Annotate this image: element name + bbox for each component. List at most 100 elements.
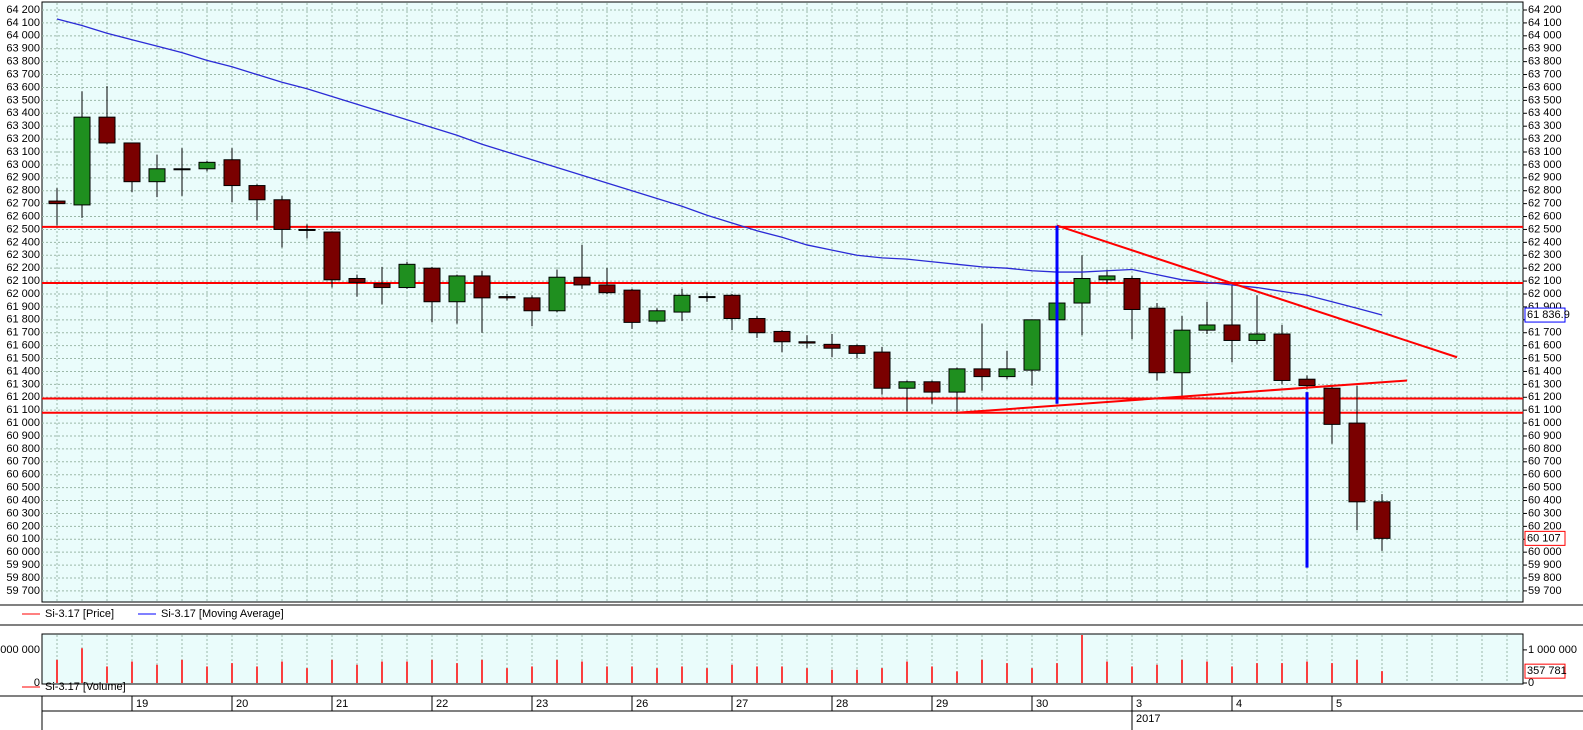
y-tick-label: 62 600 [6, 210, 40, 222]
candle-body [873, 351, 891, 389]
y-tick-label: 62 800 [6, 185, 40, 197]
candle-body [1223, 324, 1241, 341]
y-tick-label: 60 600 [6, 469, 40, 481]
candle-body [1323, 387, 1341, 425]
y-tick-label: 59 900 [1528, 559, 1562, 571]
candle-body [398, 263, 416, 289]
y-tick-label: 60 700 [1528, 456, 1562, 468]
y-tick-label: 63 100 [1528, 146, 1562, 158]
candle-body [198, 161, 216, 170]
candle-body [1123, 278, 1141, 310]
candle-body [248, 185, 266, 201]
candle-body [548, 276, 566, 312]
x-tick-label: 29 [936, 698, 948, 710]
candle-body [323, 231, 341, 281]
y-tick-label: 61 100 [1528, 404, 1562, 416]
candle-body [1298, 378, 1316, 387]
legend-label: Si-3.17 [Price] [45, 608, 114, 620]
candle-body [898, 381, 916, 389]
candle-body [123, 142, 141, 183]
x-tick-label: 22 [436, 698, 448, 710]
y-tick-label: 1 000 000 [1528, 644, 1577, 656]
candle-body [1248, 333, 1266, 341]
y-tick-label: 63 100 [6, 146, 40, 158]
y-tick-label: 61 000 [6, 417, 40, 429]
candle-body [1273, 333, 1291, 381]
legend: Si-3.17 [Price] Si-3.17 [Moving Average]… [22, 608, 284, 693]
y-tick-label: 62 200 [1528, 262, 1562, 274]
y-tick-label: 63 300 [1528, 120, 1562, 132]
y-tick-label: 62 700 [1528, 198, 1562, 210]
last-value-label: 61 836.9 [1527, 309, 1570, 321]
y-tick-label: 60 800 [1528, 443, 1562, 455]
y-tick-label: 64 100 [6, 17, 40, 29]
last-value-box [1524, 307, 1566, 323]
x-tick-label: 4 [1236, 698, 1242, 710]
y-tick-label: 60 000 [1528, 546, 1562, 558]
y-tick-label: 63 000 [1528, 159, 1562, 171]
last-value-label: 357 781 [1527, 665, 1567, 677]
y-tick-label: 60 500 [6, 482, 40, 494]
candle-body [598, 284, 616, 294]
y-tick-label: 0 [1528, 677, 1534, 689]
x-tick-label: 21 [336, 698, 348, 710]
candle-body [973, 368, 991, 378]
candle-body [298, 228, 316, 231]
y-tick-label: 61 700 [1528, 327, 1562, 339]
x-tick-label: 27 [736, 698, 748, 710]
y-tick-label: 64 000 [6, 30, 40, 42]
y-tick-label: 63 700 [6, 68, 40, 80]
y-tick-label: 62 100 [6, 275, 40, 287]
y-tick-label: 63 200 [1528, 133, 1562, 145]
candle-body [73, 116, 91, 206]
y-tick-label: 60 000 [6, 546, 40, 558]
y-tick-label: 0 [34, 677, 40, 689]
y-tick-label: 61 600 [1528, 340, 1562, 352]
candle-body [648, 310, 666, 322]
candle-body [773, 330, 791, 343]
candle-body [273, 199, 291, 230]
y-tick-label: 60 400 [6, 494, 40, 506]
y-tick-label: 60 300 [6, 507, 40, 519]
y-tick-label: 63 900 [6, 43, 40, 55]
y-tick-label: 60 800 [6, 443, 40, 455]
y-tick-label: 59 800 [6, 572, 40, 584]
y-tick-label: 64 000 [1528, 30, 1562, 42]
candle-body [48, 200, 66, 205]
y-tick-label: 61 900 [6, 301, 40, 313]
y-tick-label: 63 000 [6, 159, 40, 171]
y-tick-label: 62 700 [6, 198, 40, 210]
y-tick-label: 61 000 [1528, 417, 1562, 429]
candle-body [98, 116, 116, 144]
y-tick-label: 62 400 [1528, 236, 1562, 248]
y-tick-label: 61 100 [6, 404, 40, 416]
y-tick-label: 60 100 [6, 533, 40, 545]
y-tick-label: 60 900 [1528, 430, 1562, 442]
y-tick-label: 62 200 [6, 262, 40, 274]
y-tick-label: 61 500 [6, 352, 40, 364]
y-tick-label: 60 600 [1528, 469, 1562, 481]
y-tick-label: 60 900 [6, 430, 40, 442]
candle-body [823, 343, 841, 349]
candle-body [1023, 319, 1041, 371]
candle-body [948, 368, 966, 393]
candle-body [623, 289, 641, 323]
y-tick-label: 63 800 [6, 56, 40, 68]
candle-body [698, 296, 716, 299]
y-tick-label: 63 700 [1528, 68, 1562, 80]
candle-body [1173, 329, 1191, 374]
y-tick-label: 59 700 [6, 585, 40, 597]
y-tick-label: 63 800 [1528, 56, 1562, 68]
y-tick-label: 63 200 [6, 133, 40, 145]
trendline [956, 379, 1408, 414]
candle-body [423, 267, 441, 303]
legend-label: Si-3.17 [Moving Average] [161, 608, 284, 620]
x-tick-label: 5 [1336, 698, 1342, 710]
candle-body [373, 283, 391, 289]
y-tick-label: 61 300 [6, 378, 40, 390]
y-tick-label: 62 600 [1528, 210, 1562, 222]
y-tick-label: 64 200 [6, 4, 40, 16]
y-tick-label: 60 400 [1528, 494, 1562, 506]
